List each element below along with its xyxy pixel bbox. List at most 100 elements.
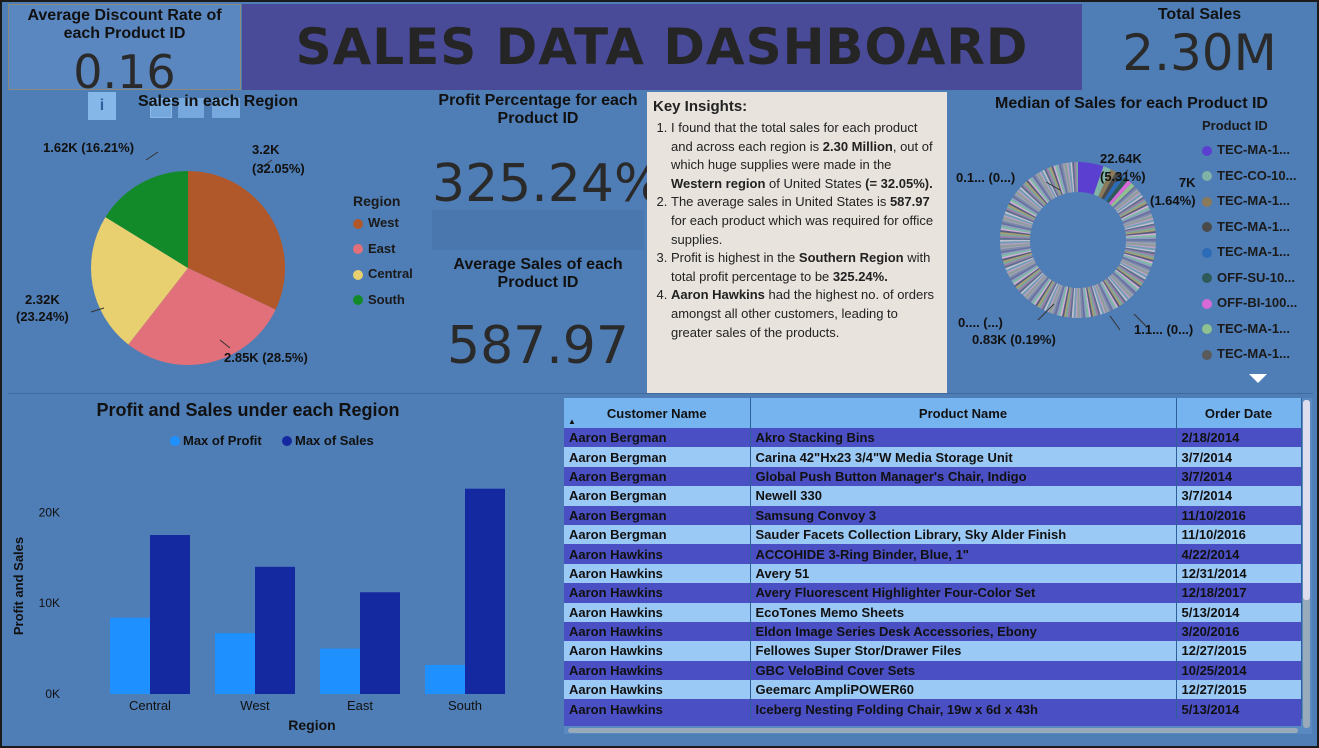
donut-slice[interactable] <box>1060 286 1069 317</box>
donut-slice[interactable] <box>1101 171 1121 200</box>
legend-item-east[interactable]: East <box>353 241 413 267</box>
donut-slice[interactable] <box>1123 214 1153 226</box>
donut-slice[interactable] <box>1011 197 1038 215</box>
donut-slice[interactable] <box>1007 260 1036 276</box>
donut-slice[interactable] <box>1115 192 1141 212</box>
table-row[interactable]: Aaron Hawkins EcoTones Memo Sheets 5/13/20… <box>564 602 1302 622</box>
donut-slice[interactable] <box>1017 270 1042 292</box>
donut-slice[interactable] <box>1125 245 1156 251</box>
donut-slice[interactable] <box>1030 278 1050 304</box>
donut-slice[interactable] <box>1125 229 1156 235</box>
donut-slice[interactable] <box>1008 261 1036 277</box>
donut-slice[interactable] <box>1040 282 1056 310</box>
donut-slice[interactable] <box>1125 246 1156 253</box>
legend-item-west[interactable]: West <box>353 215 413 241</box>
legend-item[interactable]: TEC-MA-1... <box>1202 142 1312 168</box>
table-row[interactable]: Aaron Hawkins Avery Fluorescent Highlight… <box>564 583 1302 603</box>
donut-slice[interactable] <box>1006 205 1035 221</box>
donut-slice[interactable] <box>1000 231 1031 237</box>
donut-slice[interactable] <box>1108 276 1130 301</box>
key-insights-textbox[interactable]: Key Insights: I found that the total sal… <box>647 92 947 394</box>
donut-slice[interactable] <box>1020 272 1044 295</box>
donut-slice[interactable] <box>1038 281 1055 309</box>
donut-slice[interactable] <box>1043 283 1058 311</box>
donut-slice[interactable] <box>1000 228 1031 234</box>
donut-slice[interactable] <box>1000 244 1031 250</box>
donut-slice[interactable] <box>1052 285 1064 315</box>
donut-slice[interactable] <box>1121 208 1151 222</box>
card-profit-percentage[interactable]: Profit Percentage for each Product ID 32… <box>432 90 663 250</box>
donut-slice[interactable] <box>1051 166 1063 195</box>
donut-slice[interactable] <box>1124 250 1155 259</box>
donut-slice[interactable] <box>1000 239 1031 242</box>
donut-slice[interactable] <box>1078 162 1104 195</box>
donut-slice[interactable] <box>1125 240 1156 243</box>
table-row[interactable]: Aaron Bergman Global Push Button Manager'… <box>564 466 1302 487</box>
donut-slice[interactable] <box>1067 287 1073 318</box>
donut-slice[interactable] <box>1125 242 1156 247</box>
donut-slice[interactable] <box>1100 281 1117 309</box>
donut-slice[interactable] <box>1024 275 1047 299</box>
donut-slice[interactable] <box>1119 201 1147 218</box>
donut-slice[interactable] <box>1068 162 1074 193</box>
donut-slice[interactable] <box>1113 187 1138 209</box>
donut-slice[interactable] <box>1110 183 1135 207</box>
donut-slice[interactable] <box>1116 267 1143 287</box>
donut-slice[interactable] <box>1074 162 1077 193</box>
donut-slice[interactable] <box>1089 286 1099 316</box>
donut-slice[interactable] <box>1122 255 1152 268</box>
donut-slice[interactable] <box>1020 185 1044 208</box>
card-average-sales[interactable]: Average Sales of each Product ID 587.97 <box>432 252 644 392</box>
donut-slice[interactable] <box>1026 275 1047 300</box>
donut-slice[interactable] <box>1007 204 1036 220</box>
donut-slice[interactable] <box>1124 221 1155 230</box>
donut-slice[interactable] <box>1060 163 1069 194</box>
donut-slice[interactable] <box>1001 250 1032 259</box>
donut-slice[interactable] <box>1106 177 1129 204</box>
donut-slice[interactable] <box>1085 287 1093 317</box>
donut-slice[interactable] <box>1125 233 1156 237</box>
donut-slice[interactable] <box>1056 286 1066 316</box>
donut-slice[interactable] <box>1002 218 1032 229</box>
donut-slice[interactable] <box>1014 192 1040 212</box>
donut-slice[interactable] <box>1069 287 1075 318</box>
donut-slice[interactable] <box>1098 282 1114 311</box>
donut-slice[interactable] <box>1015 191 1041 211</box>
table-row[interactable]: Aaron Hawkins Iceberg Nesting Folding Cha… <box>564 699 1302 719</box>
donut-slice[interactable] <box>1119 200 1147 217</box>
donut-slice[interactable] <box>1108 180 1132 206</box>
donut-slice[interactable] <box>1014 267 1040 287</box>
donut-slice[interactable] <box>1045 168 1060 197</box>
donut-slice[interactable] <box>1115 190 1140 211</box>
info-icon[interactable]: i <box>88 92 116 120</box>
donut-slice[interactable] <box>1053 165 1064 195</box>
bar-profit-south[interactable] <box>425 664 465 694</box>
donut-slice[interactable] <box>1075 287 1078 318</box>
donut-slice[interactable] <box>1000 235 1031 239</box>
column-header-customer-name[interactable]: Customer Name ▲ <box>564 398 751 428</box>
donut-slice[interactable] <box>1005 258 1035 272</box>
donut-slice[interactable] <box>1023 182 1046 206</box>
donut-slice[interactable] <box>1037 172 1055 200</box>
donut-slice[interactable] <box>1009 262 1037 279</box>
donut-slice[interactable] <box>1062 163 1070 193</box>
table-vertical-scrollbar[interactable] <box>1303 400 1310 728</box>
donut-slice[interactable] <box>1081 287 1086 318</box>
donut-slice[interactable] <box>1032 175 1052 201</box>
donut-slice[interactable] <box>1001 249 1032 258</box>
donut-slice[interactable] <box>1042 169 1058 198</box>
pie-slice-east[interactable] <box>128 268 276 365</box>
table-row[interactable]: Aaron Hawkins ACCOHIDE 3-Ring Binder, Blu… <box>564 544 1302 564</box>
table-row[interactable]: Aaron Hawkins Eldon Image Series Desk Acc… <box>564 621 1302 642</box>
donut-slice[interactable] <box>1106 277 1127 303</box>
bar-sales-central[interactable] <box>150 535 190 694</box>
donut-slice[interactable] <box>1013 266 1039 286</box>
donut-slice[interactable] <box>1073 287 1077 318</box>
donut-slice[interactable] <box>1000 243 1031 248</box>
legend-label[interactable]: Max of Profit <box>183 433 262 448</box>
focus-mode-icon[interactable] <box>178 98 204 118</box>
donut-slice[interactable] <box>1119 263 1147 280</box>
bar-chart-profit-sales[interactable]: Profit and Sales under each Region Max of… <box>8 396 560 742</box>
donut-slice[interactable] <box>1025 181 1047 205</box>
pie-chart[interactable] <box>8 90 428 390</box>
